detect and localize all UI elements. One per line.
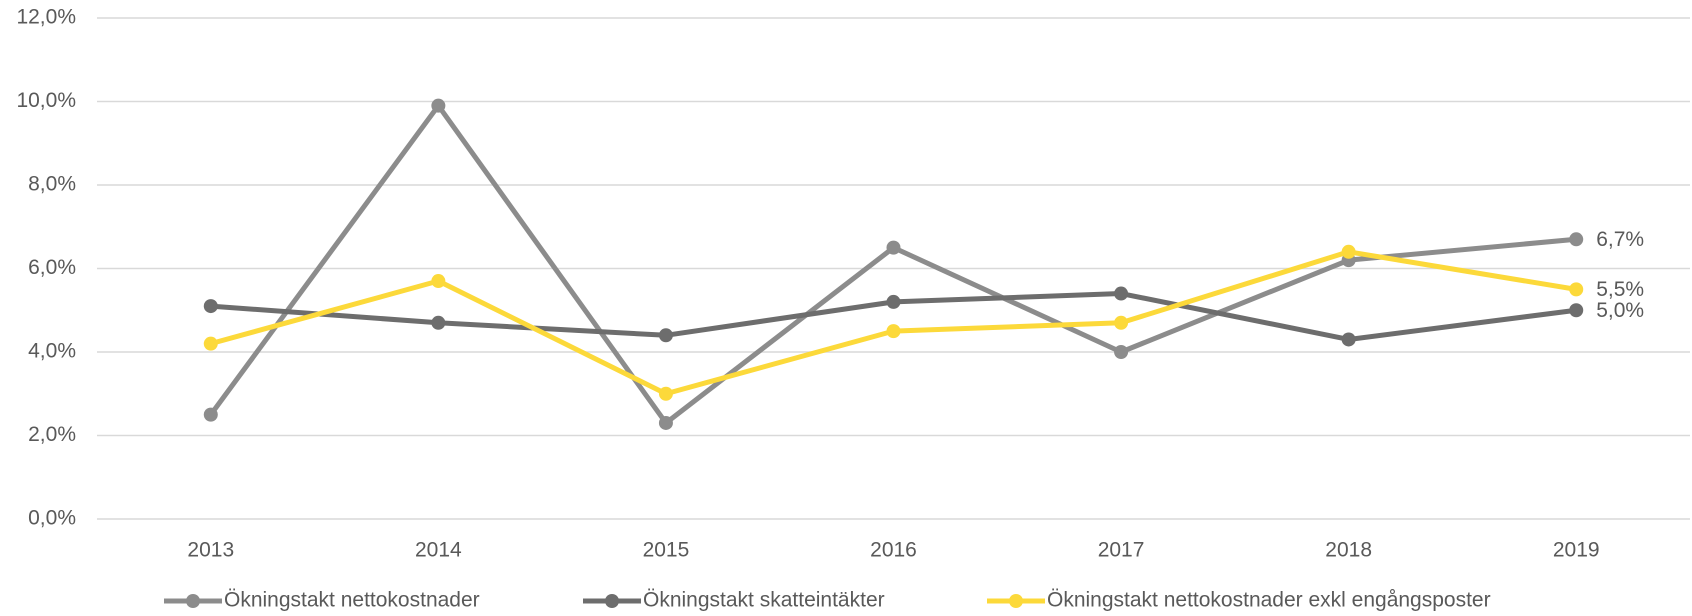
x-tick-label: 2013 <box>187 539 234 562</box>
data-point <box>1114 345 1129 359</box>
data-point <box>658 386 673 401</box>
x-tick-label: 2017 <box>1098 539 1145 562</box>
x-tick-label: 2014 <box>415 539 462 562</box>
legend-marker <box>1009 594 1023 608</box>
data-point <box>203 336 218 351</box>
data-point <box>886 324 901 339</box>
y-tick-label: 12,0% <box>16 6 76 29</box>
y-tick-label: 10,0% <box>16 89 76 112</box>
x-tick-label: 2018 <box>1325 539 1372 562</box>
data-point <box>886 294 901 309</box>
legend-marker <box>186 594 200 608</box>
legend-label: Ökningstakt nettokostnader exkl engångsp… <box>1047 589 1491 612</box>
y-tick-label: 0,0% <box>28 507 76 530</box>
data-point <box>431 98 446 113</box>
data-point <box>1569 282 1584 297</box>
x-tick-label: 2019 <box>1553 539 1600 562</box>
data-point <box>658 415 673 430</box>
data-point <box>658 328 673 343</box>
data-label: 6,7% <box>1596 228 1644 251</box>
data-point <box>1569 232 1584 247</box>
data-point <box>1341 244 1356 259</box>
y-tick-label: 4,0% <box>28 340 76 363</box>
data-point <box>431 315 446 330</box>
legend-marker <box>605 594 619 608</box>
series-line <box>208 103 1577 426</box>
data-point <box>1569 303 1584 318</box>
legend-label: Ökningstakt skatteintäkter <box>643 589 885 612</box>
x-tick-label: 2016 <box>870 539 917 562</box>
data-point <box>1114 315 1129 330</box>
data-label: 5,0% <box>1596 299 1644 322</box>
y-tick-label: 8,0% <box>28 173 76 196</box>
data-point <box>431 274 446 289</box>
data-point <box>203 407 218 422</box>
x-tick-label: 2015 <box>643 539 690 562</box>
y-tick-label: 6,0% <box>28 256 76 279</box>
y-tick-label: 2,0% <box>28 423 76 446</box>
data-point <box>886 240 901 255</box>
data-point <box>1341 332 1356 347</box>
legend-label: Ökningstakt nettokostnader <box>224 589 480 612</box>
data-point <box>203 299 218 314</box>
data-label: 5,5% <box>1596 278 1644 301</box>
data-point <box>1114 286 1129 301</box>
